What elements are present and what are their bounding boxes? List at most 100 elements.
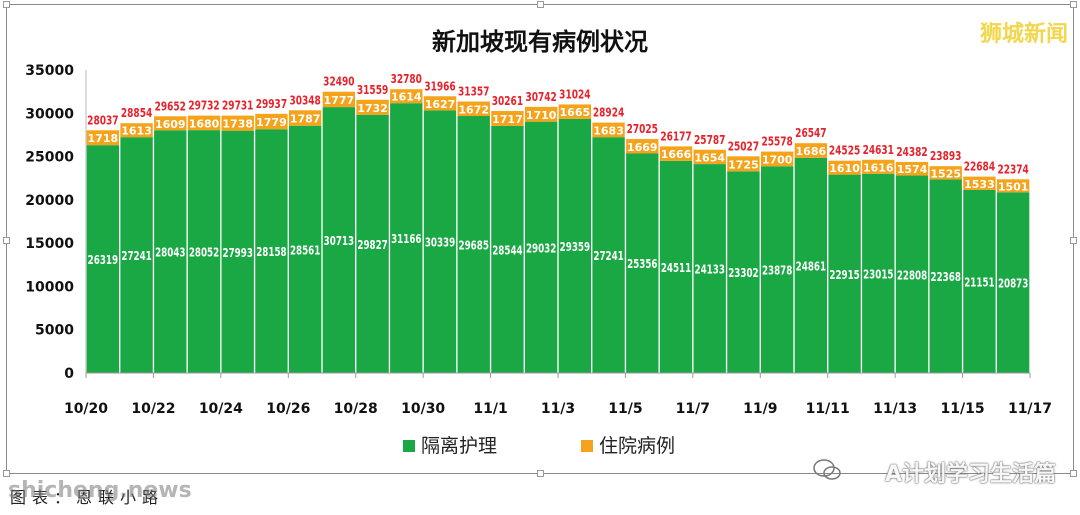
bar-hospital: [86, 130, 120, 146]
resize-handle-bottom-right[interactable]: [1070, 470, 1077, 477]
y-tick-label: 15000: [25, 236, 74, 252]
data-label-hospital: 1669: [627, 141, 658, 154]
bar-isolation: [794, 157, 828, 373]
data-label-hospital: 1732: [357, 102, 388, 115]
data-label-isolation: 23015: [863, 267, 893, 281]
data-label-hospital: 1501: [998, 180, 1029, 193]
data-label-hospital: 1574: [897, 163, 928, 176]
resize-handle-top[interactable]: [537, 1, 544, 8]
data-label-total: 25578: [761, 135, 792, 149]
data-label-total: 32780: [391, 72, 422, 86]
data-label-isolation: 29359: [560, 240, 590, 254]
data-label-total: 31357: [458, 85, 489, 99]
data-label-hospital: 1718: [88, 132, 119, 145]
bar-hospital: [221, 115, 254, 131]
bar-isolation: [558, 118, 592, 373]
bar-hospital: [524, 106, 558, 122]
y-axis: 0 5000 10000 15000 20000 25000 30000 35000: [25, 63, 87, 382]
bar-hospital: [727, 156, 760, 172]
x-tick-label: 11/13: [873, 401, 917, 417]
y-tick-label: 25000: [25, 150, 74, 166]
bar-isolation: [592, 137, 625, 373]
bar-hospital: [626, 139, 659, 154]
bar-hospital: [929, 166, 962, 180]
figure-caption: 图表：恩联小路: [10, 488, 165, 507]
data-label-isolation: 29032: [526, 241, 556, 255]
bar-isolation: [86, 145, 120, 373]
bar-hospital: [390, 89, 423, 104]
legend-label-hospital: 住院病例: [599, 435, 675, 457]
data-label-isolation: 29827: [357, 238, 387, 252]
bar-isolation: [659, 160, 693, 373]
data-label-hospital: 1710: [526, 109, 557, 122]
legend-swatch-hospital: [581, 440, 593, 452]
bar-hospital: [996, 179, 1030, 193]
resize-handle-bottom-left[interactable]: [3, 470, 10, 477]
data-label-hospital: 1738: [222, 118, 253, 131]
y-tick-label: 5000: [35, 323, 74, 339]
x-tick-label: 11/17: [1008, 401, 1052, 417]
data-label-hospital: 1779: [256, 116, 287, 129]
data-label-hospital: 1610: [829, 162, 860, 175]
data-label-isolation: 23302: [728, 266, 758, 280]
bar-hospital: [895, 161, 929, 176]
resize-handle-bottom[interactable]: [537, 470, 544, 477]
legend: 隔离护理 住院病例: [403, 435, 675, 457]
bar-hospital: [154, 116, 187, 131]
data-label-isolation: 24511: [661, 261, 691, 275]
x-tick-label: 11/5: [608, 401, 642, 417]
data-label-isolation: 30339: [425, 236, 455, 250]
data-label-isolation: 30713: [324, 234, 354, 248]
y-tick-label: 30000: [25, 106, 74, 122]
bar-hospital: [659, 146, 693, 161]
data-label-total: 22684: [964, 160, 995, 174]
legend-swatch-isolation: [403, 440, 415, 452]
data-label-total: 24631: [863, 143, 894, 157]
data-label-total: 24382: [896, 145, 927, 159]
data-label-total: 25787: [694, 133, 725, 147]
resize-handle-top-left[interactable]: [3, 1, 10, 8]
bar-hospital: [457, 101, 490, 117]
x-tick-label: 10/28: [334, 401, 378, 417]
data-label-isolation: 23878: [762, 264, 792, 278]
bar-isolation: [288, 125, 322, 373]
x-tick-label: 11/15: [941, 401, 985, 417]
resize-handle-right[interactable]: [1070, 237, 1077, 244]
bar-hospital: [255, 113, 288, 130]
data-label-isolation: 27241: [593, 249, 623, 263]
bar-hospital: [491, 111, 524, 126]
data-label-total: 23893: [930, 149, 961, 163]
bar-hospital: [693, 149, 726, 165]
y-tick-label: 35000: [25, 63, 74, 79]
y-tick-label: 20000: [25, 193, 74, 209]
data-label-total: 28037: [87, 113, 118, 127]
data-label-isolation: 29685: [459, 239, 489, 253]
bar-isolation: [626, 153, 659, 373]
bar-isolation: [423, 110, 457, 373]
x-axis: 10/20 10/22 10/24 10/26 10/28 10/30 11/1 11/3 11…: [64, 372, 1052, 417]
bar-hospital: [423, 96, 457, 111]
data-label-hospital: 1777: [324, 94, 355, 107]
data-label-hospital: 1665: [560, 106, 591, 119]
data-label-hospital: 1525: [930, 167, 961, 180]
data-label-total: 26547: [795, 126, 826, 140]
bar-isolation: [895, 175, 929, 373]
data-label-isolation: 24133: [695, 263, 725, 277]
resize-handle-top-right[interactable]: [1070, 1, 1077, 8]
data-label-isolation: 26319: [88, 253, 118, 267]
bar-hospital: [963, 176, 996, 190]
resize-handle-left[interactable]: [3, 237, 10, 244]
bar-hospital: [760, 151, 794, 167]
data-label-hospital: 1627: [425, 98, 456, 111]
bar-isolation: [524, 121, 558, 373]
bar-hospital: [558, 104, 592, 119]
data-label-isolation: 22368: [931, 270, 961, 284]
caption-watermark: shicheng.news: [8, 478, 192, 503]
data-label-hospital: 1725: [728, 158, 759, 171]
wechat-watermark: A计划学习生活篇: [884, 462, 1056, 487]
data-label-isolation: 28158: [256, 245, 286, 259]
bar-isolation: [996, 192, 1030, 373]
bar-isolation: [187, 130, 221, 373]
data-label-hospital: 1666: [661, 148, 692, 161]
data-label-total: 28924: [593, 106, 624, 120]
